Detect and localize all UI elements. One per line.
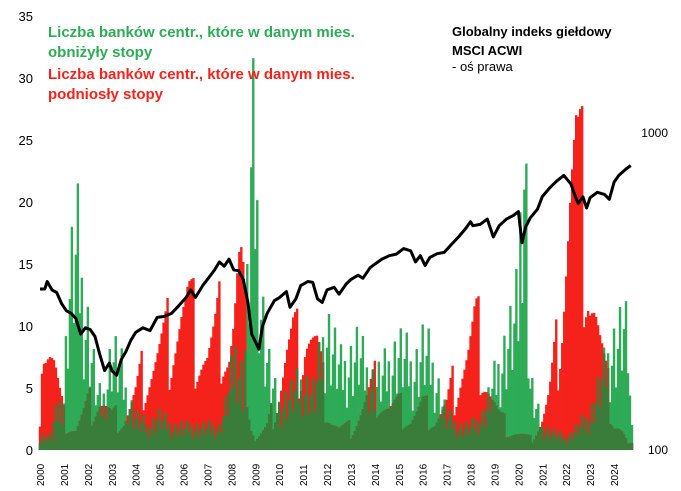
y-tick-label: 10	[19, 319, 33, 334]
legend-hikes: Liczba banków centr., które w danym mies…	[48, 65, 378, 105]
y-tick-label: 5	[26, 381, 33, 396]
index-subtitle: - oś prawa	[452, 59, 513, 74]
x-tick-label: 2000	[36, 463, 47, 486]
x-tick-label: 2003	[108, 463, 119, 486]
y-tick-label: 30	[19, 71, 33, 86]
x-axis: 2000 2001 2002 2003 2004 2005 2006 2007 2008 2009…	[36, 463, 621, 486]
x-tick-label: 2011	[299, 464, 310, 486]
x-tick-label: 2001	[60, 463, 71, 486]
overlap-bar	[631, 443, 633, 450]
x-tick-label: 2020	[514, 463, 525, 486]
x-tick-label: 2007	[203, 463, 214, 486]
x-tick-label: 2021	[538, 463, 549, 486]
x-tick-label: 2013	[347, 463, 358, 486]
x-tick-label: 2018	[467, 463, 478, 486]
right-tick-label: 100	[648, 443, 668, 457]
right-y-axis: 100 1000	[641, 126, 668, 457]
x-tick-label: 2008	[227, 463, 238, 486]
x-tick-label: 2022	[562, 463, 573, 486]
x-tick-label: 2010	[275, 463, 286, 486]
x-tick-label: 2014	[371, 463, 382, 486]
x-tick-label: 2015	[395, 463, 406, 486]
x-tick-label: 2023	[586, 463, 597, 486]
cut-bars-series	[39, 58, 633, 450]
x-tick-label: 2009	[251, 463, 262, 486]
x-tick-label: 2024	[610, 463, 621, 486]
y-tick-label: 15	[19, 257, 33, 272]
y-tick-label: 25	[19, 133, 33, 148]
x-tick-label: 2006	[180, 463, 191, 486]
x-tick-label: 2019	[490, 463, 501, 486]
y-tick-label: 0	[26, 443, 33, 458]
legend-cuts: Liczba banków centr., które w danym mies…	[48, 23, 378, 63]
y-tick-label: 20	[19, 195, 33, 210]
index-title: Globalny indeks giełdowy MSCI ACWI	[452, 22, 622, 60]
x-tick-label: 2012	[323, 463, 334, 486]
x-tick-label: 2016	[419, 463, 430, 486]
right-tick-label: 1000	[641, 126, 668, 140]
left-y-axis: 0 5 10 15 20 25 30 35	[19, 9, 33, 458]
x-tick-label: 2005	[156, 463, 167, 486]
x-tick-label: 2017	[443, 463, 454, 486]
x-tick-label: 2002	[84, 463, 95, 486]
y-tick-label: 35	[19, 9, 33, 24]
x-tick-label: 2004	[132, 463, 143, 486]
